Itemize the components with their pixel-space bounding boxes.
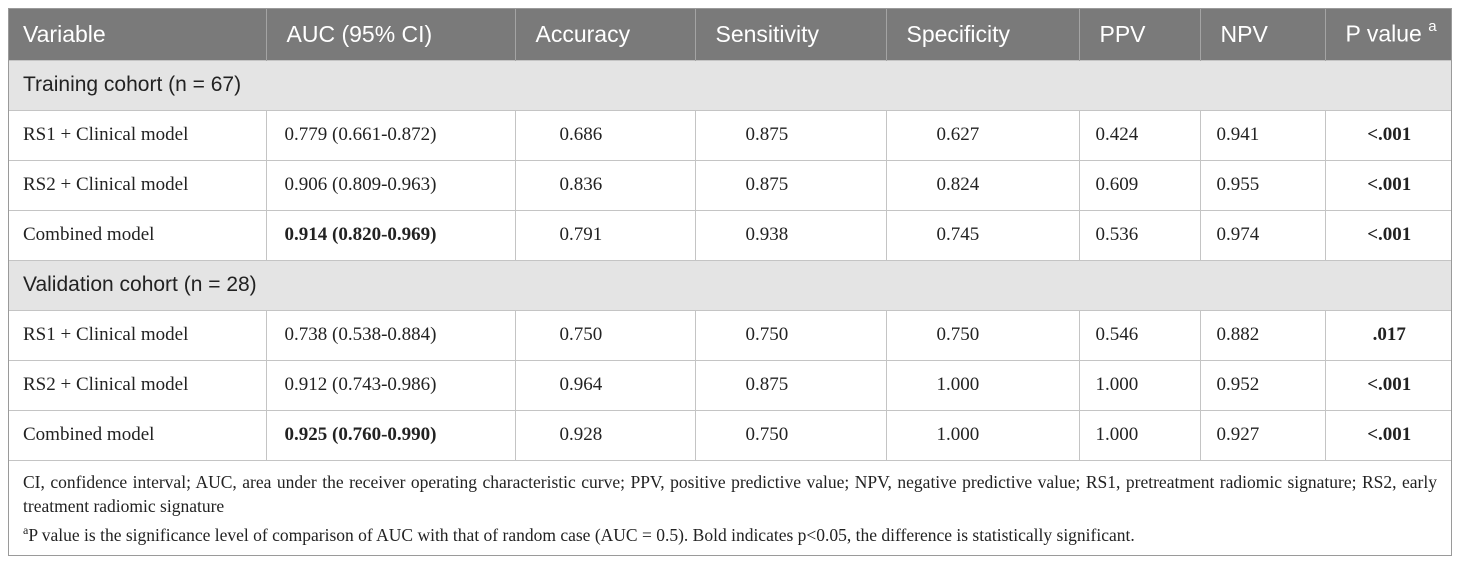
header-p-value-label: P value: [1345, 21, 1422, 48]
cell-ppv: 1.000: [1078, 409, 1200, 460]
cell-npv: 0.974: [1199, 209, 1325, 260]
footnote-significance: aP value is the significance level of co…: [23, 518, 1437, 547]
cell-variable: RS1 + Clinical model: [9, 109, 266, 160]
table-row: RS2 + Clinical model 0.912 (0.743-0.986)…: [9, 359, 1451, 410]
cell-sensitivity: 0.938: [694, 209, 886, 260]
cell-npv: 0.955: [1199, 159, 1325, 210]
header-p-value: P value a: [1324, 9, 1451, 60]
cell-ppv: 0.546: [1078, 309, 1200, 360]
cell-ppv: 0.536: [1078, 209, 1200, 260]
section-title: Validation cohort (n = 28): [9, 259, 1451, 311]
footnote-marker: a: [23, 523, 29, 537]
header-sensitivity: Sensitivity: [694, 9, 886, 60]
section-row-validation: Validation cohort (n = 28): [9, 259, 1451, 311]
header-ppv: PPV: [1078, 9, 1200, 60]
cell-specificity: 1.000: [885, 409, 1079, 460]
cell-ppv: 1.000: [1078, 359, 1200, 410]
cell-auc: 0.925 (0.760-0.990): [265, 409, 515, 460]
cell-p-value: <.001: [1324, 409, 1451, 460]
cell-accuracy: 0.836: [514, 159, 695, 210]
results-table-container: Variable AUC (95% CI) Accuracy Sensitivi…: [8, 8, 1452, 556]
cell-auc: 0.914 (0.820-0.969): [265, 209, 515, 260]
results-table: Variable AUC (95% CI) Accuracy Sensitivi…: [9, 9, 1451, 460]
cell-accuracy: 0.928: [514, 409, 695, 460]
cell-auc: 0.779 (0.661-0.872): [265, 109, 515, 160]
table-row: Combined model 0.925 (0.760-0.990) 0.928…: [9, 409, 1451, 460]
cell-npv: 0.927: [1199, 409, 1325, 460]
cell-sensitivity: 0.875: [694, 359, 886, 410]
cell-auc: 0.912 (0.743-0.986): [265, 359, 515, 410]
cell-specificity: 0.627: [885, 109, 1079, 160]
cell-variable: Combined model: [9, 409, 266, 460]
cell-sensitivity: 0.750: [694, 309, 886, 360]
section-title: Training cohort (n = 67): [9, 59, 1451, 111]
cell-variable: Combined model: [9, 209, 266, 260]
header-auc: AUC (95% CI): [265, 9, 515, 60]
header-variable: Variable: [23, 20, 106, 47]
cell-accuracy: 0.964: [514, 359, 695, 410]
header-specificity: Specificity: [885, 9, 1079, 60]
cell-ppv: 0.424: [1078, 109, 1200, 160]
cell-accuracy: 0.791: [514, 209, 695, 260]
cell-accuracy: 0.686: [514, 109, 695, 160]
table-row: Combined model 0.914 (0.820-0.969) 0.791…: [9, 209, 1451, 260]
cell-npv: 0.882: [1199, 309, 1325, 360]
cell-p-value: <.001: [1324, 359, 1451, 410]
cell-p-value: <.001: [1324, 159, 1451, 210]
cell-specificity: 1.000: [885, 359, 1079, 410]
cell-ppv: 0.609: [1078, 159, 1200, 210]
cell-auc: 0.906 (0.809-0.963): [265, 159, 515, 210]
cell-p-value: <.001: [1324, 109, 1451, 160]
section-row-training: Training cohort (n = 67): [9, 59, 1451, 111]
cell-auc: 0.738 (0.538-0.884): [265, 309, 515, 360]
table-row: RS2 + Clinical model 0.906 (0.809-0.963)…: [9, 159, 1451, 210]
cell-sensitivity: 0.875: [694, 109, 886, 160]
cell-variable: RS1 + Clinical model: [9, 309, 266, 360]
cell-sensitivity: 0.750: [694, 409, 886, 460]
header-accuracy: Accuracy: [514, 9, 695, 60]
cell-npv: 0.952: [1199, 359, 1325, 410]
table-footnote: CI, confidence interval; AUC, area under…: [9, 460, 1451, 547]
table-row: RS1 + Clinical model 0.779 (0.661-0.872)…: [9, 109, 1451, 160]
cell-p-value: .017: [1324, 309, 1451, 360]
header-npv: NPV: [1199, 9, 1325, 60]
footnote-abbreviations: CI, confidence interval; AUC, area under…: [23, 472, 1437, 516]
header-row: Variable AUC (95% CI) Accuracy Sensitivi…: [9, 9, 1451, 60]
cell-specificity: 0.750: [885, 309, 1079, 360]
cell-variable: RS2 + Clinical model: [9, 159, 266, 210]
cell-variable: RS2 + Clinical model: [9, 359, 266, 410]
cell-specificity: 0.745: [885, 209, 1079, 260]
table-row: RS1 + Clinical model 0.738 (0.538-0.884)…: [9, 309, 1451, 360]
header-p-value-footnote-marker: a: [1428, 18, 1437, 36]
cell-p-value: <.001: [1324, 209, 1451, 260]
cell-npv: 0.941: [1199, 109, 1325, 160]
cell-specificity: 0.824: [885, 159, 1079, 210]
footnote-significance-text: P value is the significance level of com…: [28, 524, 1135, 545]
cell-accuracy: 0.750: [514, 309, 695, 360]
cell-sensitivity: 0.875: [694, 159, 886, 210]
